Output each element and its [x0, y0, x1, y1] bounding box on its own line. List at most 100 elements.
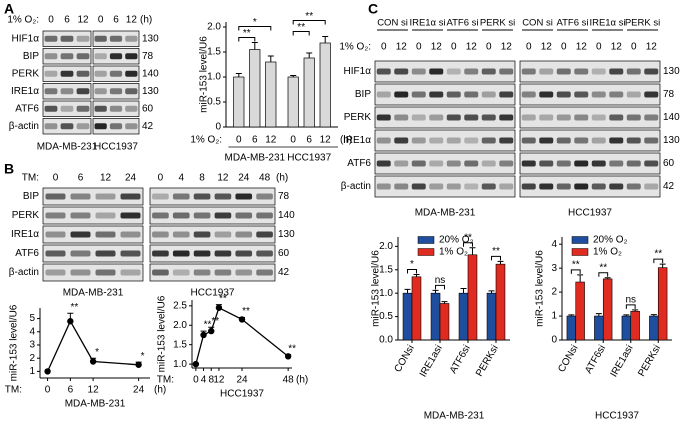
kda-label: 78 — [663, 89, 675, 100]
error-bar — [404, 288, 411, 294]
lane-label: 12 — [217, 173, 229, 184]
group-label: ATF6 si — [446, 18, 478, 29]
blot-strip — [92, 100, 140, 117]
y-tick-label: 2 — [551, 287, 557, 298]
kda-label: 42 — [278, 267, 290, 278]
row-label: ATF6 — [15, 103, 39, 114]
error-bar — [322, 36, 329, 43]
blot-band — [60, 88, 74, 95]
blot-strip — [149, 206, 276, 225]
significance-label: ** — [211, 316, 219, 327]
cell-label: MDA-MB-231 — [63, 288, 124, 299]
x-tick-label: IRE1asi — [418, 343, 445, 379]
x-unit: (h) — [340, 135, 352, 146]
row-label: IRE1α — [11, 229, 39, 240]
lane-label: 6 — [78, 173, 84, 184]
data-point — [238, 316, 246, 323]
blot-band — [411, 160, 426, 167]
y-tick-label: 4 — [551, 239, 557, 250]
blot-band — [574, 160, 589, 167]
y-tick-label: 0.0 — [379, 335, 393, 346]
blot-band — [214, 269, 232, 276]
blot-band — [626, 91, 641, 98]
bar — [657, 267, 668, 341]
x-tick-label: 6 — [68, 385, 74, 396]
blot-header: 1% O₂: — [339, 42, 371, 53]
error-bar — [604, 277, 611, 279]
y-tick-label: 1 — [29, 366, 35, 377]
lane-label: 6 — [113, 15, 119, 26]
data-line — [46, 319, 139, 372]
blot-band — [95, 231, 116, 238]
row-label: PERK — [12, 210, 40, 221]
blot-band — [95, 193, 116, 200]
blot-band — [376, 68, 391, 75]
y-axis-label: miR-153 level/U6 — [371, 250, 382, 327]
kda-label: 130 — [663, 66, 680, 77]
lane-label: 0 — [561, 42, 567, 53]
error-bar — [267, 55, 274, 62]
blot-band — [574, 68, 589, 75]
x-axis-label: MDA-MB-231 — [424, 411, 485, 422]
lane-label: 0 — [48, 15, 54, 26]
significance-label: ** — [219, 293, 227, 304]
error-bar — [497, 260, 504, 265]
significance-label: ** — [70, 302, 78, 313]
lane-label: 0 — [486, 42, 492, 53]
blot-strip — [42, 100, 92, 117]
bar — [430, 292, 441, 341]
blot-band — [94, 123, 107, 130]
blot-band — [644, 68, 659, 75]
lane-label: 48 — [259, 173, 271, 184]
error-bar — [650, 314, 657, 317]
blot-band — [193, 250, 211, 257]
blot-band — [429, 91, 444, 98]
row-label: BIP — [23, 51, 39, 62]
bar — [495, 263, 506, 341]
blot-band — [235, 231, 253, 238]
row-label: PERK — [344, 112, 372, 123]
blot-strip — [149, 187, 276, 206]
significance-bracket — [598, 272, 609, 277]
x-prefix: TM: — [5, 385, 22, 396]
blot-band — [609, 160, 624, 167]
blot-band — [446, 68, 461, 75]
blot-band — [626, 137, 641, 144]
blot-band — [609, 183, 624, 190]
blot-band — [45, 193, 66, 200]
blot-band — [556, 183, 571, 190]
blot-band — [172, 193, 190, 200]
y-tick-label: 0.5 — [207, 97, 221, 108]
blot-band — [446, 114, 461, 121]
y-tick-label: 3 — [29, 340, 35, 351]
blot-band — [644, 114, 659, 121]
blot-band — [464, 183, 479, 190]
panel-label: C — [368, 1, 378, 17]
error-bar — [441, 301, 448, 304]
blot-band — [172, 250, 190, 257]
blot-band — [45, 269, 66, 276]
blot-band — [109, 88, 123, 95]
error-bar — [235, 73, 242, 77]
blot-band — [521, 68, 536, 75]
blot-band — [556, 68, 571, 75]
blot-strip — [374, 175, 516, 198]
significance-bracket — [292, 31, 310, 36]
x-axis-label: MDA-MB-231 — [65, 399, 126, 410]
x-axis-label: HCC1937 — [595, 411, 639, 422]
blot-band — [556, 114, 571, 121]
blot-strip — [519, 129, 661, 152]
y-tick-label: 2 — [29, 353, 35, 364]
blot-band — [591, 68, 606, 75]
group-label: IRE1α si — [409, 18, 445, 29]
row-label: IRE1α — [343, 135, 371, 146]
x-unit: (h) — [296, 375, 308, 386]
data-point — [89, 358, 97, 365]
x-tick-label: 48 — [283, 375, 295, 386]
blot-band — [429, 160, 444, 167]
kda-label: 78 — [142, 51, 154, 62]
blot-band — [120, 231, 141, 238]
blot-strip — [374, 106, 516, 129]
bar — [319, 42, 331, 128]
blot-band — [481, 114, 496, 121]
